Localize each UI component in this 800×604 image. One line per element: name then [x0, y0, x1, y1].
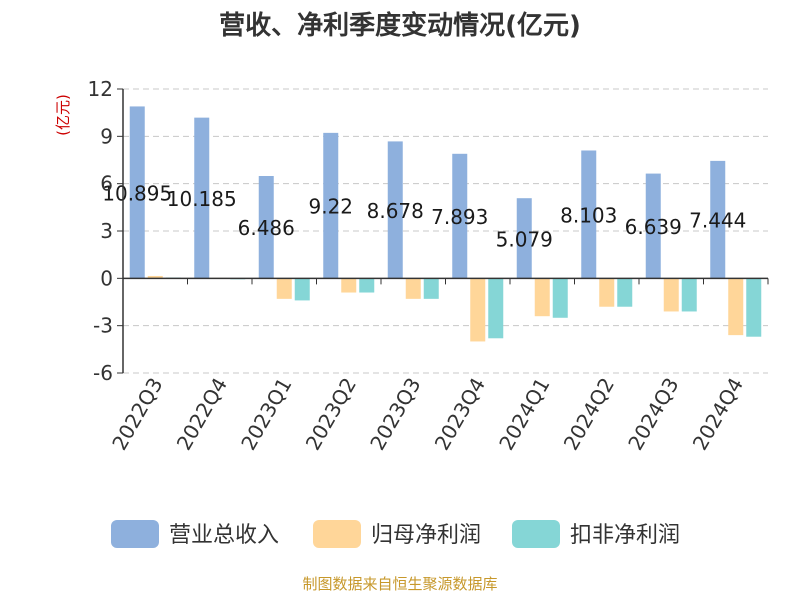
- legend-swatch: [512, 520, 560, 548]
- chart-title: 营收、净利季度变动情况(亿元): [219, 10, 581, 41]
- data-label: 8.678: [367, 199, 424, 223]
- y-axis-unit-label: (亿元): [54, 94, 72, 136]
- legend-label: 归母净利润: [371, 523, 481, 548]
- bar: [423, 278, 439, 299]
- data-label: 7.893: [431, 205, 488, 229]
- legend: 营业总收入 归母净利润 扣非净利润: [111, 520, 680, 548]
- bar: [452, 153, 468, 279]
- bars: [129, 106, 762, 342]
- x-tick-label: 2023Q1: [236, 374, 296, 455]
- data-label: 10.185: [167, 187, 237, 211]
- bar: [194, 117, 210, 279]
- x-tick-label: 2024Q4: [688, 374, 748, 455]
- legend-swatch: [111, 520, 159, 548]
- grid-lines: [123, 88, 768, 374]
- x-tick-label: 2024Q3: [623, 374, 683, 455]
- y-tick-label: 6: [100, 172, 113, 196]
- data-label: 10.895: [102, 181, 172, 205]
- bar: [488, 278, 504, 339]
- bar: [746, 278, 762, 337]
- bar: [617, 278, 633, 307]
- bar: [516, 198, 532, 279]
- bar: [405, 278, 421, 299]
- bar: [323, 132, 339, 279]
- legend-label: 扣非净利润: [570, 523, 680, 548]
- bar: [258, 175, 274, 279]
- data-label: 5.079: [496, 227, 553, 251]
- data-label: 8.103: [560, 203, 617, 227]
- x-tick-label: 2024Q1: [494, 374, 554, 455]
- bar: [552, 278, 568, 318]
- data-label: 9.22: [308, 195, 353, 219]
- data-label: 6.486: [238, 216, 295, 240]
- bar: [599, 278, 615, 307]
- x-tick-label: 2023Q3: [365, 374, 425, 455]
- bar: [534, 278, 550, 317]
- bar: [681, 278, 697, 312]
- x-tick-label: 2022Q4: [172, 374, 232, 455]
- y-tick-label: 9: [100, 124, 113, 148]
- x-tick-label: 2024Q2: [559, 374, 619, 455]
- x-tick-label: 2023Q4: [430, 374, 490, 455]
- bar: [728, 278, 744, 336]
- x-tick-label: 2023Q2: [301, 374, 361, 455]
- y-tick-label: 0: [100, 266, 113, 290]
- data-label: 6.639: [625, 215, 682, 239]
- source-note: 制图数据来自恒生聚源数据库: [302, 575, 497, 593]
- y-tick-label: -3: [93, 314, 113, 338]
- bar: [470, 278, 486, 342]
- y-tick-label: 12: [88, 77, 113, 101]
- data-label: 7.444: [689, 209, 746, 233]
- bar: [294, 278, 310, 301]
- bar: [710, 160, 726, 279]
- bar: [645, 173, 661, 279]
- bar: [341, 278, 357, 293]
- bar: [276, 278, 292, 299]
- y-tick-label: -6: [93, 361, 113, 385]
- bar: [129, 106, 145, 279]
- x-tick-label: 2022Q3: [107, 374, 167, 455]
- legend-swatch: [313, 520, 361, 548]
- bar: [147, 275, 163, 279]
- bar: [663, 278, 679, 312]
- bar: [359, 278, 375, 293]
- bar: [581, 150, 597, 279]
- y-tick-label: 3: [100, 219, 113, 243]
- legend-label: 营业总收入: [169, 523, 279, 548]
- bar: [387, 141, 403, 279]
